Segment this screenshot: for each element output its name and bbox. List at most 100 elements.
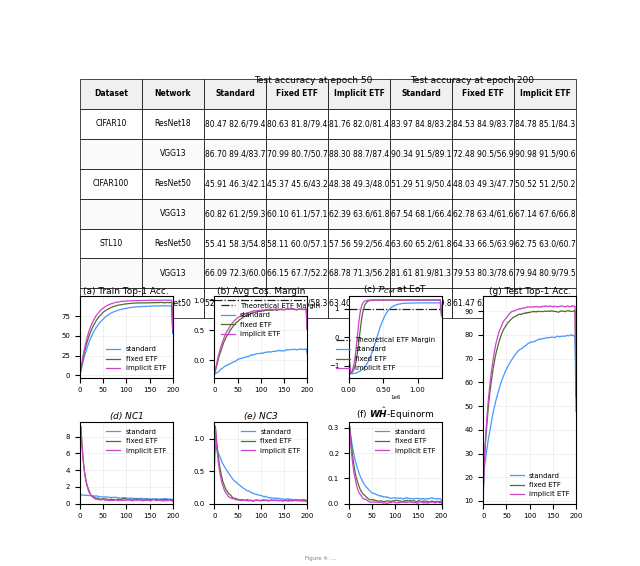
Line: standard: standard — [483, 335, 576, 494]
implicit ETF — [564, 302, 572, 309]
fixed ETF — [430, 499, 438, 505]
implicit ETF — [300, 306, 307, 313]
Legend: standard, fixed ETF, implicit ETF: standard, fixed ETF, implicit ETF — [238, 426, 303, 456]
fixed ETF — [228, 324, 236, 331]
Line: fixed ETF: fixed ETF — [214, 426, 307, 502]
fixed ETF — [345, 352, 353, 359]
standard — [438, 313, 445, 320]
X-axis label: 1e6: 1e6 — [390, 395, 401, 400]
fixed ETF — [346, 423, 354, 430]
fixed ETF — [299, 497, 307, 504]
standard — [217, 366, 225, 373]
standard — [80, 355, 88, 362]
Line: fixed ETF: fixed ETF — [214, 309, 307, 371]
implicit ETF — [363, 496, 371, 503]
implicit ETF — [346, 355, 353, 362]
standard — [370, 490, 378, 497]
implicit ETF — [303, 326, 311, 333]
standard — [479, 491, 487, 498]
implicit ETF — [346, 426, 354, 432]
implicit ETF — [370, 499, 378, 505]
fixed ETF — [485, 398, 493, 405]
Line: standard: standard — [214, 349, 307, 374]
standard — [430, 495, 438, 501]
Theoretical ETF Margin — [236, 297, 243, 303]
Theoretical ETF Margin — [299, 297, 307, 303]
implicit ETF — [349, 463, 357, 470]
standard — [433, 495, 441, 502]
standard — [303, 499, 311, 505]
standard — [212, 441, 220, 448]
implicit ETF — [228, 320, 236, 327]
implicit ETF — [351, 474, 359, 481]
fixed ETF — [370, 497, 378, 504]
standard — [299, 496, 307, 503]
Line: implicit ETF: implicit ETF — [214, 308, 307, 370]
fixed ETF — [93, 316, 101, 323]
Line: fixed ETF: fixed ETF — [349, 426, 442, 503]
implicit ETF — [81, 467, 88, 474]
implicit ETF — [236, 313, 243, 320]
Legend: standard, fixed ETF, implicit ETF: standard, fixed ETF, implicit ETF — [507, 470, 573, 500]
Line: standard: standard — [214, 445, 307, 502]
Title: (g) Test Top-1 Acc.: (g) Test Top-1 Acc. — [488, 286, 571, 295]
standard — [101, 494, 109, 500]
fixed ETF — [156, 299, 164, 306]
Text: Figure 4: ...: Figure 4: ... — [305, 556, 335, 561]
implicit ETF — [161, 498, 169, 504]
Legend: standard, fixed ETF, implicit ETF: standard, fixed ETF, implicit ETF — [104, 344, 169, 374]
fixed ETF — [347, 370, 355, 377]
standard — [438, 497, 445, 504]
Theoretical ETF Margin — [296, 297, 303, 303]
standard — [302, 345, 310, 352]
implicit ETF — [383, 500, 391, 507]
fixed ETF — [164, 299, 172, 306]
implicit ETF — [434, 499, 442, 505]
fixed ETF — [169, 328, 177, 335]
fixed ETF — [215, 355, 223, 362]
implicit ETF — [303, 499, 311, 505]
standard — [212, 371, 220, 378]
fixed ETF — [161, 299, 169, 306]
Line: implicit ETF: implicit ETF — [349, 300, 442, 373]
fixed ETF — [346, 356, 353, 363]
standard — [94, 493, 102, 500]
Line: standard: standard — [349, 303, 442, 374]
fixed ETF — [302, 306, 310, 312]
implicit ETF — [93, 311, 101, 318]
implicit ETF — [164, 297, 172, 303]
implicit ETF — [215, 351, 223, 358]
implicit ETF — [568, 302, 575, 309]
implicit ETF — [296, 498, 303, 504]
Line: fixed ETF: fixed ETF — [349, 300, 442, 374]
Theoretical ETF Margin — [228, 297, 236, 303]
fixed ETF — [438, 499, 445, 506]
Title: (c) $\mathcal{P}_{CM}$ at EoT: (c) $\mathcal{P}_{CM}$ at EoT — [363, 284, 428, 297]
Theoretical ETF Margin — [214, 297, 222, 303]
standard — [400, 300, 408, 307]
fixed ETF — [101, 496, 109, 503]
standard — [82, 492, 90, 499]
standard — [101, 314, 109, 321]
implicit ETF — [101, 303, 109, 310]
Theoretical ETF Margin — [346, 305, 353, 312]
standard — [568, 332, 575, 338]
fixed ETF — [430, 297, 438, 303]
standard — [164, 496, 172, 503]
standard — [296, 496, 303, 503]
fixed ETF — [76, 449, 84, 456]
Theoretical ETF Margin — [402, 305, 410, 312]
Theoretical ETF Margin — [423, 305, 431, 312]
standard — [236, 482, 243, 488]
Title: (d) $NC$1: (d) $NC$1 — [109, 410, 144, 422]
Line: implicit ETF: implicit ETF — [483, 306, 576, 491]
standard — [76, 371, 84, 378]
fixed ETF — [483, 419, 491, 426]
Legend: Theoretical ETF Margin, standard, fixed ETF, implicit ETF: Theoretical ETF Margin, standard, fixed … — [333, 334, 438, 374]
standard — [436, 299, 444, 306]
fixed ETF — [215, 456, 223, 462]
standard — [429, 299, 437, 306]
implicit ETF — [438, 311, 445, 318]
standard — [402, 300, 410, 307]
fixed ETF — [296, 306, 303, 313]
